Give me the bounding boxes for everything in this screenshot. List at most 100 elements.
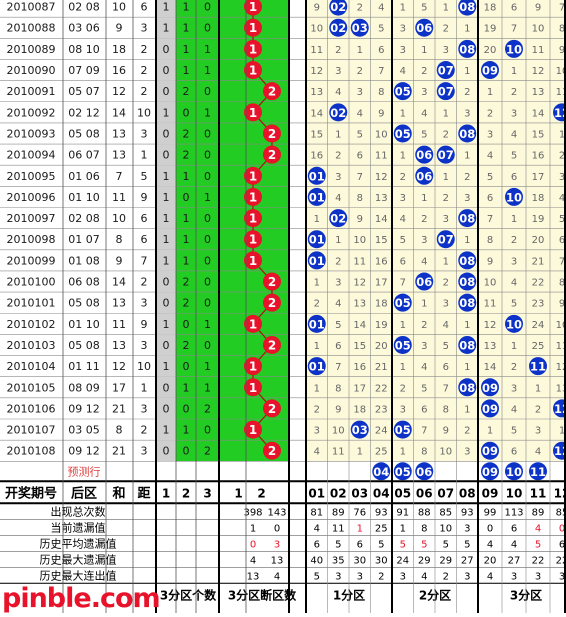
miss-value: 1 xyxy=(464,151,470,162)
sum-label: 13 xyxy=(112,339,126,352)
zone-count-value: 0 xyxy=(163,297,170,310)
number-ball xyxy=(350,18,369,37)
miss-value: 3 xyxy=(511,108,517,119)
pattern-ball xyxy=(244,378,262,397)
miss-value: 2 xyxy=(443,24,449,35)
number-ball xyxy=(415,166,434,185)
miss-value: 3 xyxy=(357,87,363,98)
miss-value: 4 xyxy=(487,151,493,162)
miss-value: 7 xyxy=(511,24,517,35)
zone-count-value: 0 xyxy=(163,339,170,352)
back-zone-label: 02 08 xyxy=(68,212,100,225)
miss-value: 6 xyxy=(378,45,384,56)
number-ball-label: 02 xyxy=(330,21,346,35)
zone-count-cell xyxy=(156,59,176,81)
number-ball xyxy=(329,0,348,16)
zone-count-value: 1 xyxy=(204,318,211,331)
span-label: 3 xyxy=(141,22,148,35)
span-label: 9 xyxy=(141,318,148,331)
number-ball xyxy=(393,124,412,143)
miss-value: 5 xyxy=(511,426,517,437)
miss-value: 2 xyxy=(421,66,427,77)
number-ball-label: 05 xyxy=(395,127,411,141)
number-ball xyxy=(393,420,412,439)
zone-count-value: 1 xyxy=(204,360,211,373)
pattern-ball-label: 2 xyxy=(268,127,276,141)
miss-value: 10 xyxy=(439,447,452,458)
miss-value: 2 xyxy=(487,108,493,119)
pattern-ball xyxy=(244,420,262,439)
period-label: 2010094 xyxy=(7,149,56,162)
miss-value: 20 xyxy=(532,235,545,246)
zone-count-value: 0 xyxy=(204,276,211,289)
zone-count-value: 0 xyxy=(183,191,190,204)
miss-value: 1 xyxy=(464,362,470,373)
pattern-ball-label: 1 xyxy=(249,21,257,35)
zone-count-value: 1 xyxy=(204,64,211,77)
number-ball-label: 08 xyxy=(459,254,475,268)
miss-value: 9 xyxy=(335,404,341,415)
period-label: 2010093 xyxy=(7,127,56,140)
stat-value: 10 xyxy=(439,523,452,534)
miss-value: 3 xyxy=(443,299,449,310)
prediction-ball-label: 09 xyxy=(482,465,498,479)
miss-value: 1 xyxy=(464,404,470,415)
watermark: pinble.com xyxy=(2,583,161,614)
zone-count-value: 0 xyxy=(204,22,211,35)
number-ball-label: 08 xyxy=(459,275,475,289)
miss-value: 22 xyxy=(532,278,545,289)
miss-value: 3 xyxy=(511,256,517,267)
back-zone-label: 05 07 xyxy=(68,85,100,98)
miss-value: 3 xyxy=(464,193,470,204)
back-zone-label: 08 09 xyxy=(68,381,100,394)
stat-value: 29 xyxy=(418,555,431,566)
period-label: 2010097 xyxy=(7,212,56,225)
miss-value: 8 xyxy=(487,235,493,246)
number-ball-label: 09 xyxy=(482,402,498,416)
miss-value: 1 xyxy=(314,341,320,352)
miss-value: 7 xyxy=(335,362,341,373)
miss-value: 3 xyxy=(464,108,470,119)
miss-value: 6 xyxy=(335,341,341,352)
miss-value: 7 xyxy=(443,383,449,394)
back-zone-label: 06 07 xyxy=(68,149,100,162)
miss-value: 5 xyxy=(559,214,565,225)
stat-value: 4 xyxy=(487,539,493,550)
sum-label: 11 xyxy=(112,318,126,331)
stat-value: 88 xyxy=(418,507,431,518)
number-ball-label: 09 xyxy=(482,64,498,78)
miss-value: 2 xyxy=(314,299,320,310)
miss-value: 20 xyxy=(484,45,497,56)
pattern-ball-label: 1 xyxy=(249,64,257,78)
pattern-ball-label: 2 xyxy=(268,296,276,310)
miss-value: 2 xyxy=(511,235,517,246)
miss-value: 22 xyxy=(375,383,388,394)
stat-value: 2 xyxy=(443,571,449,582)
zone-count-value: 1 xyxy=(204,191,211,204)
zone-count-value: 1 xyxy=(183,170,190,183)
miss-value: 1 xyxy=(357,447,363,458)
pattern-ball xyxy=(263,399,281,418)
back-zone-label: 05 08 xyxy=(68,339,100,352)
miss-value: 4 xyxy=(421,108,427,119)
sum-label: 12 xyxy=(112,85,126,98)
miss-value: 1 xyxy=(357,45,363,56)
number-ball xyxy=(436,230,455,249)
miss-value: 1 xyxy=(400,3,406,14)
miss-value: 3 xyxy=(400,45,406,56)
pattern-ball xyxy=(244,251,262,270)
number-ball xyxy=(307,357,326,376)
miss-value: 13 xyxy=(484,341,497,352)
miss-value: 12 xyxy=(532,66,545,77)
number-ball xyxy=(481,441,499,460)
zone-count-cell xyxy=(156,228,176,250)
zone-count-value: 0 xyxy=(204,212,211,225)
zone-count-cell xyxy=(156,334,176,356)
sum-label: 8 xyxy=(116,233,123,246)
stat-pattern-value: 3 xyxy=(274,539,280,550)
zone-count-value: 1 xyxy=(163,318,170,331)
miss-value: 1 xyxy=(400,362,406,373)
pattern-ball-label: 1 xyxy=(249,233,257,247)
miss-value: 3 xyxy=(314,426,320,437)
miss-value: 19 xyxy=(375,320,388,331)
